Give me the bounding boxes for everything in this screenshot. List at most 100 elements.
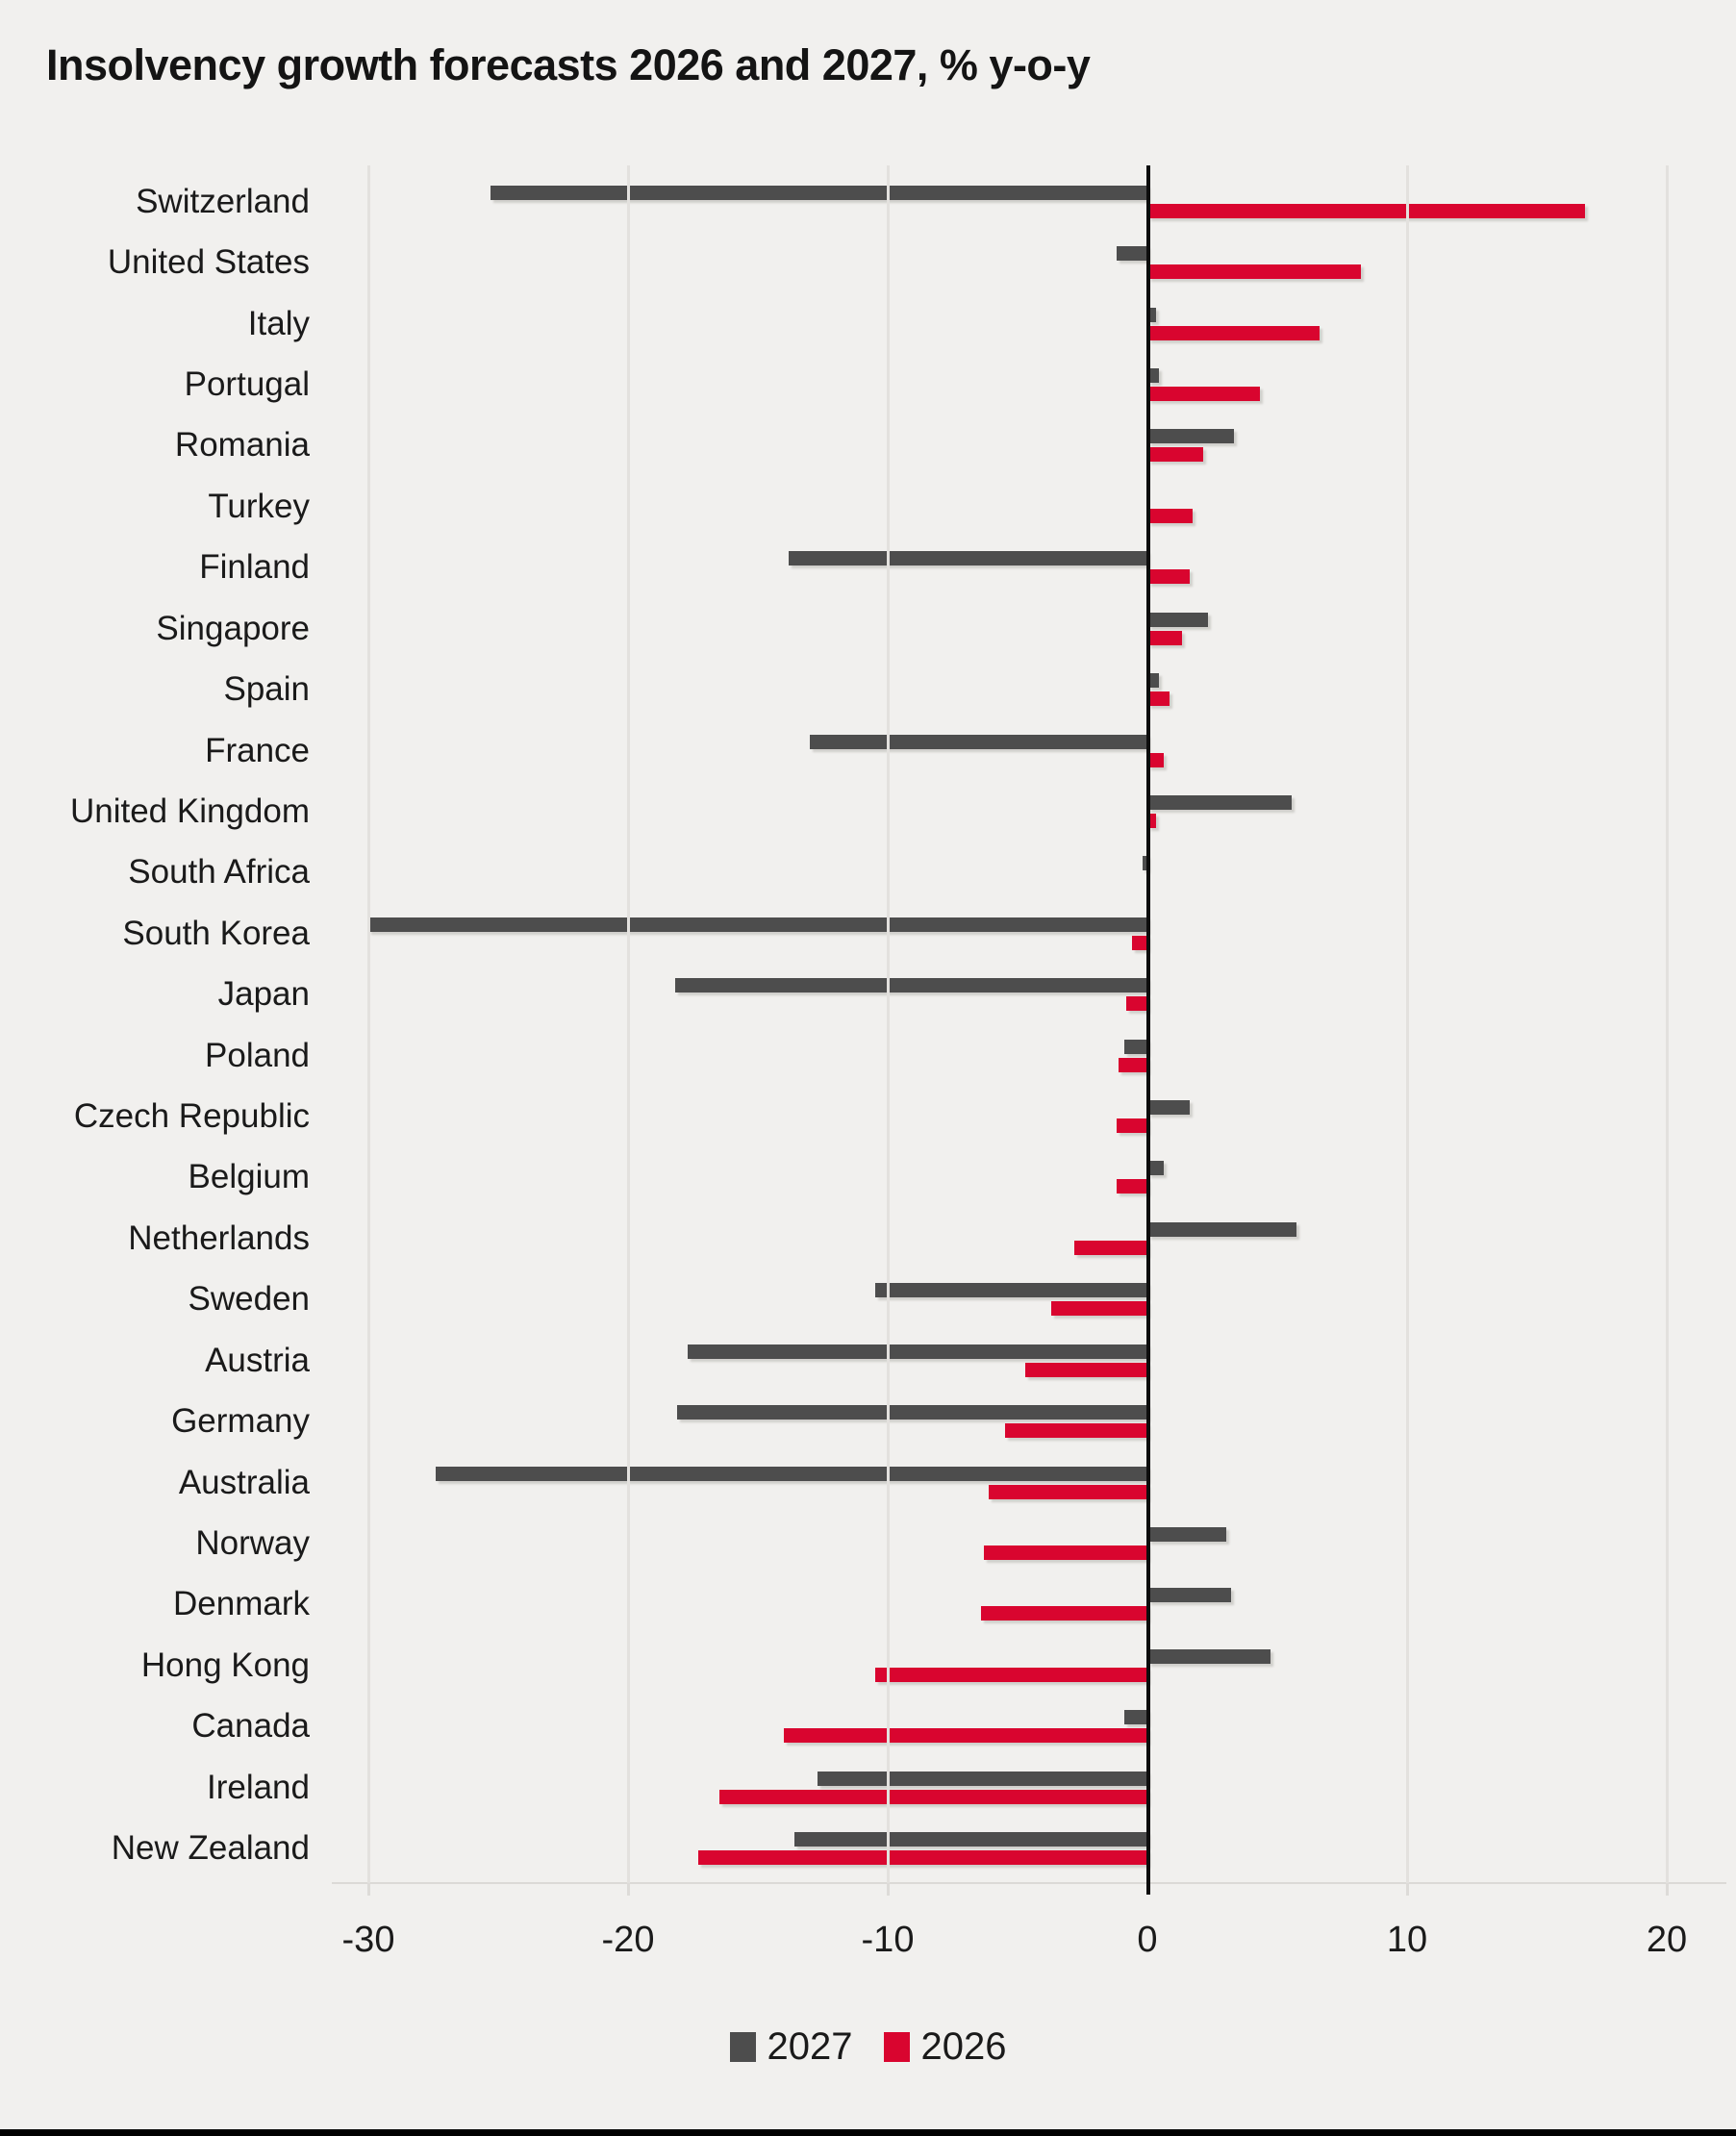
bar-2027 bbox=[1142, 856, 1147, 871]
category-label: Portugal bbox=[184, 364, 310, 403]
bar-2026 bbox=[1116, 1179, 1147, 1194]
gridline bbox=[887, 165, 890, 1883]
category-label: Spain bbox=[223, 670, 310, 709]
axis-tick bbox=[627, 1883, 630, 1896]
category-label: Czech Republic bbox=[73, 1097, 310, 1136]
bar-row bbox=[332, 903, 1726, 964]
category-label: Italy bbox=[247, 304, 310, 342]
bar-2027 bbox=[1148, 307, 1157, 322]
category-label: Switzerland bbox=[136, 182, 310, 220]
category-label: New Zealand bbox=[111, 1829, 310, 1868]
bar-row bbox=[332, 1757, 1726, 1818]
bar-rows bbox=[332, 171, 1726, 1879]
legend-swatch bbox=[883, 2032, 910, 2062]
bar-2026 bbox=[1126, 996, 1147, 1012]
bar-2026 bbox=[874, 1667, 1147, 1682]
bar-2027 bbox=[1148, 1648, 1271, 1664]
bar-2027 bbox=[368, 917, 1147, 932]
legend-item: 2026 bbox=[883, 2025, 1006, 2069]
category-label: France bbox=[205, 731, 310, 769]
axis-tick bbox=[1406, 1883, 1409, 1896]
bar-row bbox=[332, 171, 1726, 232]
bar-2026 bbox=[1148, 264, 1362, 280]
bar-2026 bbox=[1004, 1423, 1147, 1439]
bar-2027 bbox=[789, 551, 1147, 566]
bar-row bbox=[332, 1696, 1726, 1757]
bar-2026 bbox=[1148, 630, 1183, 645]
category-label: Turkey bbox=[208, 487, 310, 525]
legend-label: 2027 bbox=[767, 2025, 853, 2068]
bar-2026 bbox=[1148, 203, 1585, 218]
bar-2027 bbox=[793, 1832, 1147, 1847]
bar-row bbox=[332, 964, 1726, 1024]
bar-2027 bbox=[1148, 794, 1292, 810]
x-tick-label: 20 bbox=[1646, 1920, 1688, 1960]
category-label: United States bbox=[107, 243, 310, 282]
bar-2027 bbox=[688, 1344, 1147, 1359]
bar-2026 bbox=[697, 1850, 1147, 1866]
bar-2026 bbox=[1148, 386, 1261, 401]
axis-tick bbox=[367, 1883, 370, 1896]
bottom-divider bbox=[0, 2129, 1736, 2136]
bar-2027 bbox=[1148, 367, 1159, 383]
bar-row bbox=[332, 354, 1726, 415]
bar-row bbox=[332, 476, 1726, 537]
bar-row bbox=[332, 1574, 1726, 1635]
bar-2026 bbox=[1148, 508, 1193, 523]
category-label: Japan bbox=[217, 975, 310, 1014]
category-label: Australia bbox=[178, 1463, 310, 1501]
bar-2026 bbox=[1051, 1301, 1147, 1317]
bar-2026 bbox=[981, 1606, 1147, 1621]
bar-row bbox=[332, 538, 1726, 598]
gridline bbox=[367, 165, 370, 1883]
gridline bbox=[1406, 165, 1409, 1883]
bar-row bbox=[332, 1269, 1726, 1330]
bar-2027 bbox=[1148, 1221, 1296, 1237]
category-label: Sweden bbox=[188, 1280, 310, 1319]
zero-axis-line bbox=[1146, 165, 1150, 1895]
bar-row bbox=[332, 842, 1726, 903]
bar-row bbox=[332, 659, 1726, 719]
bar-2027 bbox=[1148, 1526, 1226, 1542]
bar-2027 bbox=[436, 1466, 1147, 1481]
bar-2026 bbox=[1025, 1362, 1147, 1377]
gridline bbox=[1666, 165, 1669, 1883]
bar-2027 bbox=[1148, 1588, 1232, 1603]
category-label: Finland bbox=[199, 548, 310, 587]
category-label: Austria bbox=[205, 1341, 310, 1379]
category-label: Singapore bbox=[156, 609, 310, 647]
bar-2027 bbox=[1148, 1100, 1191, 1116]
bar-row bbox=[332, 1208, 1726, 1269]
gridline bbox=[627, 165, 630, 1883]
bar-2026 bbox=[1116, 1118, 1147, 1134]
bar-row bbox=[332, 293, 1726, 354]
category-label: Poland bbox=[205, 1036, 310, 1074]
category-label: Hong Kong bbox=[140, 1646, 310, 1684]
bar-2027 bbox=[810, 734, 1147, 749]
bar-2026 bbox=[983, 1545, 1147, 1560]
bar-2027 bbox=[677, 1405, 1147, 1420]
bar-row bbox=[332, 720, 1726, 781]
bar-2027 bbox=[1148, 1161, 1165, 1176]
axis-tick bbox=[887, 1883, 890, 1896]
bar-row bbox=[332, 781, 1726, 842]
x-tick-label: -10 bbox=[861, 1920, 915, 1960]
bar-row bbox=[332, 1330, 1726, 1391]
bar-row bbox=[332, 1391, 1726, 1451]
bar-row bbox=[332, 415, 1726, 476]
bar-row bbox=[332, 1635, 1726, 1696]
x-tick-label: 0 bbox=[1137, 1920, 1158, 1960]
bar-2026 bbox=[1131, 935, 1147, 950]
bar-2027 bbox=[490, 185, 1147, 200]
chart-title: Insolvency growth forecasts 2026 and 202… bbox=[46, 40, 1091, 89]
x-tick-label: 10 bbox=[1386, 1920, 1428, 1960]
bar-row bbox=[332, 1025, 1726, 1086]
category-label: Canada bbox=[191, 1707, 310, 1746]
category-label: Norway bbox=[195, 1523, 310, 1562]
bar-row bbox=[332, 232, 1726, 292]
x-axis-line bbox=[332, 1882, 1726, 1884]
legend-item: 2027 bbox=[729, 2025, 853, 2069]
bar-row bbox=[332, 1513, 1726, 1573]
bar-2026 bbox=[1148, 813, 1157, 828]
